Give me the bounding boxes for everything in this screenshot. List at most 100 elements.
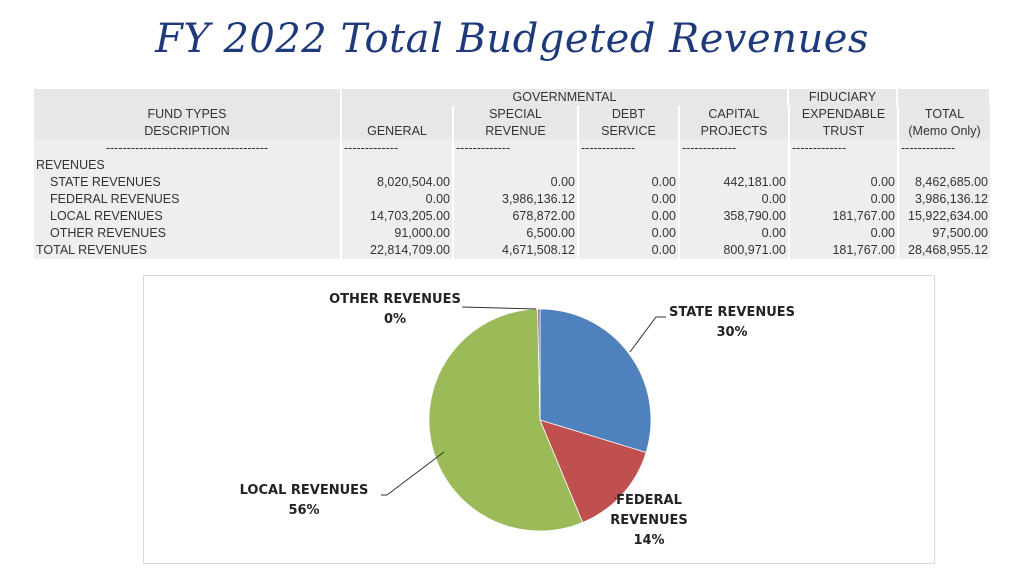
header-cell: DEBT — [579, 106, 680, 123]
row-value: 15,922,634.00 — [899, 208, 990, 225]
row-value: 91,000.00 — [342, 225, 454, 242]
header-cell: EXPENDABLE — [790, 106, 899, 123]
slice-federal-revenues — [539, 419, 647, 524]
header-cell: TRUST — [790, 123, 899, 140]
header-cell: SPECIAL — [454, 106, 579, 123]
empty-cell — [579, 157, 680, 174]
table-row: FEDERAL REVENUES 0.00 3,986,136.12 0.00 … — [34, 191, 990, 208]
label-local-revenues: LOCAL REVENUES 56% — [239, 481, 369, 521]
header-cell: SERVICE — [579, 123, 680, 140]
total-value: 4,671,508.12 — [454, 242, 579, 259]
empty-cell — [680, 157, 790, 174]
row-value: 8,020,504.00 — [342, 174, 454, 191]
slice-label-name: FEDERAL — [616, 493, 682, 508]
header-fiduciary: FIDUCIARY — [789, 89, 898, 106]
header-cell: REVENUE — [454, 123, 579, 140]
row-value: 14,703,205.00 — [342, 208, 454, 225]
dash-cell: ------------- — [680, 140, 790, 157]
slice-state-revenues — [539, 308, 652, 453]
row-value: 0.00 — [342, 191, 454, 208]
table-section-row: REVENUES — [34, 157, 990, 174]
total-label: TOTAL REVENUES — [34, 242, 342, 259]
header-blank — [34, 89, 342, 106]
slice-label-name: STATE REVENUES — [668, 305, 796, 320]
row-value: 0.00 — [680, 191, 790, 208]
slice-other-revenues — [537, 308, 541, 421]
dash-cell: ------------- — [579, 140, 680, 157]
dash-cell: ------------- — [899, 140, 990, 157]
slice-local-revenues — [428, 308, 584, 532]
row-value: 3,986,136.12 — [454, 191, 579, 208]
row-value: 0.00 — [579, 225, 680, 242]
table-header-row-1: GOVERNMENTAL FIDUCIARY — [34, 89, 990, 106]
empty-cell — [342, 157, 454, 174]
slice-label-pct: 0% — [383, 312, 407, 327]
row-value: 0.00 — [579, 191, 680, 208]
total-value: 28,468,955.12 — [899, 242, 990, 259]
table-row: OTHER REVENUES 91,000.00 6,500.00 0.00 0… — [34, 225, 990, 242]
total-value: 800,971.00 — [680, 242, 790, 259]
row-value: 97,500.00 — [899, 225, 990, 242]
row-value: 0.00 — [454, 174, 579, 191]
header-cell: FUND TYPES — [34, 106, 342, 123]
table-header-row-3: DESCRIPTION GENERAL REVENUE SERVICE PROJ… — [34, 123, 990, 140]
leader-line-state — [629, 316, 666, 353]
row-value: 0.00 — [680, 225, 790, 242]
revenue-table: GOVERNMENTAL FIDUCIARY FUND TYPES SPECIA… — [34, 89, 990, 259]
pie-chart-panel: OTHER REVENUES 0% STATE REVENUES 30% LOC… — [143, 275, 935, 564]
pie-chart — [381, 306, 666, 532]
dash-cell: ------------- — [790, 140, 899, 157]
slice-label-name: LOCAL REVENUES — [239, 483, 369, 498]
table-total-row: TOTAL REVENUES 22,814,709.00 4,671,508.1… — [34, 242, 990, 259]
header-cell: (Memo Only) — [899, 123, 990, 140]
row-value: 442,181.00 — [680, 174, 790, 191]
row-value: 8,462,685.00 — [899, 174, 990, 191]
total-value: 181,767.00 — [790, 242, 899, 259]
dash-cell: ------------- — [342, 140, 454, 157]
dash-cell: --------------------------------------- — [34, 140, 342, 157]
row-label: STATE REVENUES — [34, 174, 342, 191]
total-value: 22,814,709.00 — [342, 242, 454, 259]
section-label: REVENUES — [34, 157, 342, 174]
page-title: FY 2022 Total Budgeted Revenues — [155, 16, 869, 62]
empty-cell — [899, 157, 990, 174]
row-value: 181,767.00 — [790, 208, 899, 225]
header-cell: CAPITAL — [680, 106, 790, 123]
label-state-revenues: STATE REVENUES 30% — [662, 303, 802, 343]
row-value: 358,790.00 — [680, 208, 790, 225]
row-value: 3,986,136.12 — [899, 191, 990, 208]
row-label: FEDERAL REVENUES — [34, 191, 342, 208]
header-cell: GENERAL — [342, 123, 454, 140]
slice-label-pct: 14% — [633, 533, 665, 548]
row-value: 6,500.00 — [454, 225, 579, 242]
empty-cell — [454, 157, 579, 174]
row-value: 678,872.00 — [454, 208, 579, 225]
leader-line-local — [381, 451, 445, 496]
row-value: 0.00 — [790, 174, 899, 191]
label-federal-revenues: FEDERAL REVENUES 14% — [599, 491, 699, 551]
header-governmental: GOVERNMENTAL — [342, 89, 789, 106]
dash-cell: ------------- — [454, 140, 579, 157]
header-cell: TOTAL — [899, 106, 990, 123]
header-cell — [342, 106, 454, 123]
total-value: 0.00 — [579, 242, 680, 259]
slice-label-pct: 56% — [288, 503, 320, 518]
table-row: LOCAL REVENUES 14,703,205.00 678,872.00 … — [34, 208, 990, 225]
header-cell: PROJECTS — [680, 123, 790, 140]
row-label: OTHER REVENUES — [34, 225, 342, 242]
row-value: 0.00 — [579, 174, 680, 191]
header-blank-total — [898, 89, 989, 106]
slice-label-pct: 30% — [716, 325, 748, 340]
slice-label-name-2: REVENUES — [610, 513, 688, 528]
row-value: 0.00 — [579, 208, 680, 225]
table-row: STATE REVENUES 8,020,504.00 0.00 0.00 44… — [34, 174, 990, 191]
leader-line-other — [461, 306, 537, 310]
label-other-revenues: OTHER REVENUES 0% — [320, 290, 470, 330]
slice-label-name: OTHER REVENUES — [329, 292, 461, 307]
table-header-row-2: FUND TYPES SPECIAL DEBT CAPITAL EXPENDAB… — [34, 106, 990, 123]
empty-cell — [790, 157, 899, 174]
table-dash-row: --------------------------------------- … — [34, 140, 990, 157]
header-cell: DESCRIPTION — [34, 123, 342, 140]
row-label: LOCAL REVENUES — [34, 208, 342, 225]
row-value: 0.00 — [790, 225, 899, 242]
